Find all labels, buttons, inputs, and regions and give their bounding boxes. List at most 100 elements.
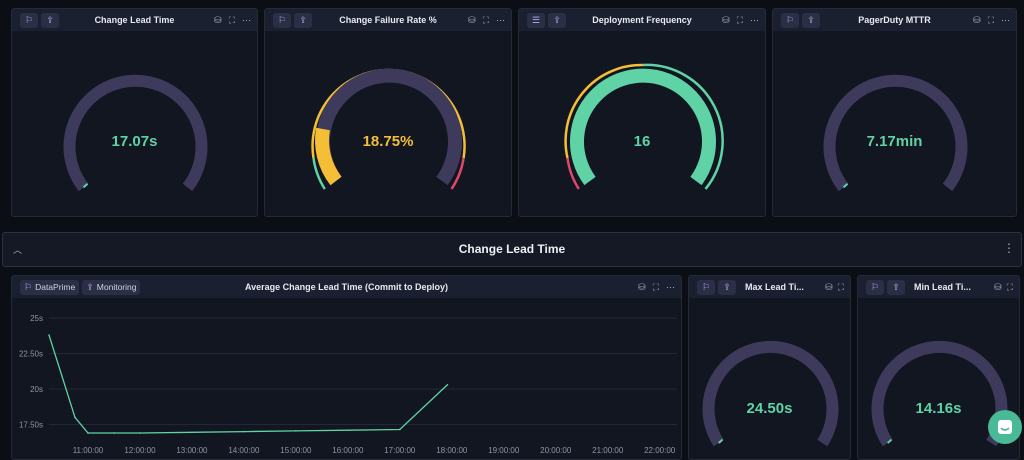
expand-icon[interactable]: ⛶ bbox=[482, 14, 489, 25]
series-line bbox=[48, 334, 448, 434]
x-tick-label: 14:00:00 bbox=[228, 446, 260, 455]
panel-avg-lead-time: ⚐ DataPrime ⇪ Monitoring Average Change Le… bbox=[11, 275, 682, 460]
y-tick-label: 25s bbox=[30, 314, 43, 323]
database-icon[interactable]: ⛁ bbox=[638, 281, 646, 292]
panel-header: ☰ ⇪ Deployment Frequency ⛁ ⛶ ⋯ bbox=[519, 9, 765, 31]
chevron-up-icon[interactable]: ︿ bbox=[13, 245, 23, 255]
gauge-threshold-amber bbox=[564, 63, 644, 159]
panel-deployment-frequency: ☰ ⇪ Deployment Frequency ⛁ ⛶ ⋯ 16 bbox=[518, 8, 766, 217]
x-tick-label: 19:00:00 bbox=[488, 446, 520, 455]
gauge-threshold-green bbox=[312, 157, 326, 190]
upload-icon[interactable]: ⇪ bbox=[802, 12, 820, 28]
x-tick-label: 11:00:00 bbox=[73, 446, 104, 455]
x-tick-label: 15:00:00 bbox=[280, 446, 312, 455]
chat-icon bbox=[998, 420, 1012, 434]
flag-icon[interactable]: ⚐ bbox=[781, 12, 799, 28]
gauge-value: 17.07s bbox=[111, 133, 158, 150]
gauge bbox=[63, 74, 208, 192]
y-tick-label: 22.50s bbox=[19, 350, 43, 359]
panel-change-lead-time: ⚐ ⇪ Change Lead Time ⛁ ⛶ ⋯ 17.07s bbox=[11, 8, 258, 217]
gauge-track bbox=[316, 68, 462, 186]
x-tick-label: 17:00:00 bbox=[384, 446, 416, 455]
x-tick-label: 20:00:00 bbox=[540, 446, 572, 455]
gauge bbox=[871, 341, 1008, 447]
upload-icon[interactable]: ⇪ bbox=[294, 12, 312, 28]
upload-icon: ⇪ bbox=[86, 281, 94, 292]
list-icon[interactable]: ☰ bbox=[527, 12, 545, 28]
ellipsis-icon[interactable]: ⋯ bbox=[496, 14, 505, 25]
data-point bbox=[48, 334, 50, 336]
upload-icon[interactable]: ⇪ bbox=[41, 12, 59, 28]
database-icon[interactable]: ⛁ bbox=[825, 281, 833, 292]
gauge-value: 14.16s bbox=[915, 400, 962, 417]
x-tick-label: 21:00:00 bbox=[592, 446, 624, 455]
section-header[interactable]: ︿ Change Lead Time ⋮ bbox=[2, 232, 1022, 267]
gauge-value: 16 bbox=[633, 133, 651, 150]
expand-icon[interactable]: ⛶ bbox=[228, 14, 235, 25]
expand-icon[interactable]: ⛶ bbox=[837, 281, 844, 292]
expand-icon[interactable]: ⛶ bbox=[652, 281, 659, 292]
database-icon[interactable]: ⛁ bbox=[973, 14, 981, 25]
expand-icon[interactable]: ⛶ bbox=[1006, 281, 1013, 292]
x-tick-label: 18:00:00 bbox=[436, 446, 468, 455]
upload-icon[interactable]: ⇪ bbox=[718, 279, 736, 295]
ellipsis-icon[interactable]: ⋯ bbox=[1001, 14, 1010, 25]
ellipsis-icon[interactable]: ⋯ bbox=[750, 14, 759, 25]
gauge-track bbox=[871, 341, 1008, 447]
x-tick-label: 12:00:00 bbox=[124, 446, 156, 455]
ellipsis-icon[interactable]: ⋯ bbox=[242, 14, 251, 25]
y-tick-label: 20s bbox=[30, 385, 43, 394]
data-point bbox=[295, 430, 297, 432]
flag-icon[interactable]: ⚐ bbox=[866, 279, 884, 295]
database-icon[interactable]: ⛁ bbox=[722, 14, 730, 25]
data-point bbox=[191, 431, 193, 434]
monitoring-tag[interactable]: ⇪ Monitoring bbox=[82, 279, 141, 295]
data-point bbox=[74, 416, 76, 419]
gauge-value: 24.50s bbox=[746, 400, 793, 417]
panel-header: ⚐ DataPrime ⇪ Monitoring Average Change Le… bbox=[12, 276, 681, 298]
gauge-fill bbox=[718, 438, 724, 444]
panel-pagerduty-mttr: ⚐ ⇪ PagerDuty MTTR ⛁ ⛶ ⋯ 7.17min bbox=[772, 8, 1017, 217]
chat-button[interactable] bbox=[988, 410, 1022, 444]
data-point bbox=[347, 429, 349, 431]
gauge-value: 7.17min bbox=[866, 133, 923, 150]
gauge-threshold-green bbox=[642, 63, 724, 190]
expand-icon[interactable]: ⛶ bbox=[987, 14, 994, 25]
flag-icon[interactable]: ⚐ bbox=[697, 279, 715, 295]
data-point bbox=[87, 432, 89, 434]
ellipsis-icon[interactable]: ⋯ bbox=[666, 281, 675, 292]
data-point bbox=[446, 383, 449, 386]
gauge bbox=[702, 341, 839, 447]
upload-icon[interactable]: ⇪ bbox=[887, 279, 905, 295]
data-point bbox=[139, 432, 141, 434]
gauge-threshold-red bbox=[566, 157, 580, 190]
dataprime-tag[interactable]: ⚐ DataPrime bbox=[20, 279, 80, 295]
section-title: Change Lead Time bbox=[458, 242, 566, 256]
gauge bbox=[564, 63, 724, 190]
database-icon[interactable]: ⛁ bbox=[214, 14, 222, 25]
gauge-value: 18.75% bbox=[362, 133, 414, 150]
line-chart: 25s 22.50s 20s 17.50s 11:00:00 12:00:00 13:00:… bbox=[19, 314, 677, 455]
upload-icon[interactable]: ⇪ bbox=[548, 12, 566, 28]
gauge-fill bbox=[82, 183, 89, 189]
flag-icon[interactable]: ⚐ bbox=[20, 12, 38, 28]
database-icon[interactable]: ⛁ bbox=[994, 281, 1002, 292]
gauge-fill bbox=[887, 438, 893, 444]
panel-change-failure-rate: ⚐ ⇪ Change Failure Rate % ⛁ ⛶ ⋯ 18.75% bbox=[264, 8, 512, 217]
gauge-track bbox=[63, 74, 208, 192]
data-point bbox=[243, 430, 245, 433]
gauge bbox=[311, 68, 466, 190]
x-tick-label: 16:00:00 bbox=[332, 446, 364, 455]
expand-icon[interactable]: ⛶ bbox=[736, 14, 743, 25]
gauge-track bbox=[702, 341, 839, 447]
data-point bbox=[399, 428, 401, 431]
vertical-ellipsis-icon[interactable]: ⋮ bbox=[1003, 241, 1015, 255]
gauge bbox=[823, 74, 968, 192]
database-icon[interactable]: ⛁ bbox=[468, 14, 476, 25]
gauge-fill bbox=[570, 68, 716, 186]
gauge-fill bbox=[842, 183, 849, 189]
y-tick-label: 17.50s bbox=[19, 421, 43, 430]
flag-icon[interactable]: ⚐ bbox=[273, 12, 291, 28]
x-tick-label: 13:00:00 bbox=[176, 446, 208, 455]
data-point bbox=[113, 432, 115, 434]
